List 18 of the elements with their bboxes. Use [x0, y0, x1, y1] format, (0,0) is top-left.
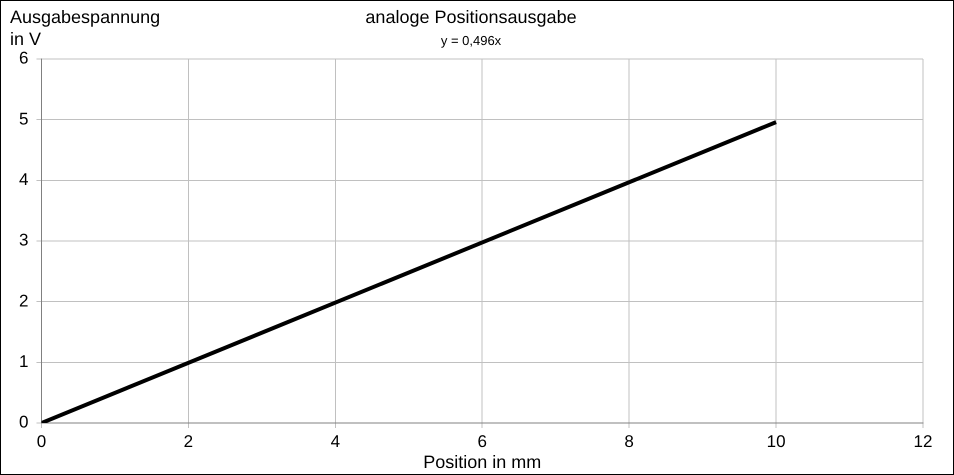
x-tick-label: 12	[914, 432, 932, 451]
x-tick-label: 0	[36, 432, 46, 451]
y-axis-title: Ausgabespannung in V	[10, 6, 160, 49]
y-tick-label: 2	[18, 291, 28, 310]
y-tick-label: 0	[18, 412, 28, 432]
chart-title: analoge Positionsausgabe	[365, 6, 577, 27]
text: y = 0,496x	[440, 33, 502, 48]
y-tick-label: 5	[18, 109, 28, 128]
x-tick-label: 8	[624, 432, 634, 451]
x-tick-label: 6	[477, 432, 487, 451]
y-tick-label: 6	[18, 48, 28, 68]
x-tick-label: 2	[184, 432, 194, 451]
x-axis-title: Position in mm	[423, 452, 542, 472]
y-tick-label: 1	[18, 352, 28, 372]
x-tick-label: 4	[330, 432, 340, 451]
y-tick-label: 4	[18, 170, 28, 190]
x-tick-label: 10	[766, 432, 786, 451]
y-tick-label: 3	[18, 230, 28, 250]
